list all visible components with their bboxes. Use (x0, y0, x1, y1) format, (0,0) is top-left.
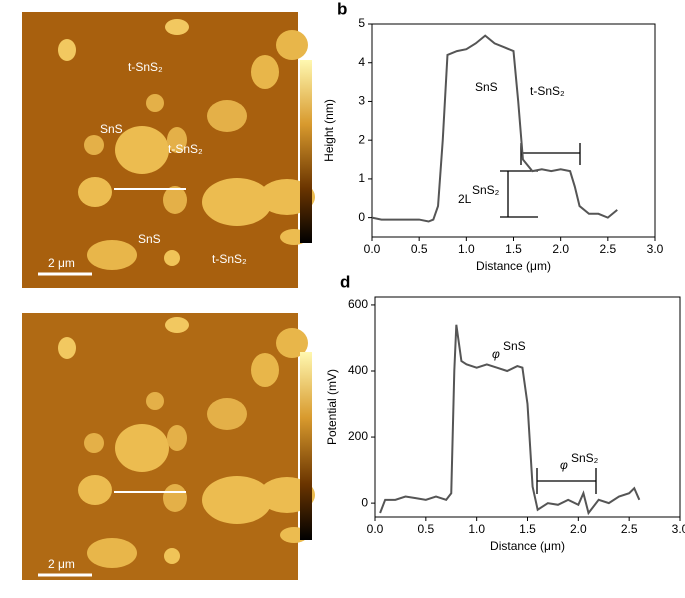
x-tick-label: 0.0 (367, 522, 384, 536)
y-tick-label: 600 (348, 297, 368, 311)
x-tick-label: 0.5 (417, 522, 434, 536)
x-tick-label: 3.0 (672, 522, 685, 536)
y-tick-label: 0 (361, 495, 368, 509)
y-tick-label: 2 (358, 132, 365, 146)
y-tick-label: 200 (348, 429, 368, 443)
x-tick-label: 1.5 (505, 242, 522, 256)
annotation: SnS (475, 80, 498, 94)
chart-arrows (500, 143, 597, 494)
x-tick-label: 0.0 (364, 242, 381, 256)
x-tick-label: 2.0 (570, 522, 587, 536)
x-tick-label: 1.5 (519, 522, 536, 536)
image-label: SnS (138, 232, 161, 246)
afm-image-a: t-SnS₂ SnS t-SnS₂ SnS t-SnS₂ 2 μm a (4, 2, 315, 288)
y-tick-label: 400 (348, 363, 368, 377)
panel-letter: d (340, 272, 350, 291)
annotation: 2L (458, 192, 472, 206)
y-axis-label: Height (nm) (322, 99, 336, 162)
y-tick-label: 1 (358, 171, 365, 185)
profile-line (371, 34, 618, 223)
profile-line (379, 324, 641, 516)
x-tick-label: 1.0 (468, 522, 485, 536)
x-tick-label: 2.5 (599, 242, 616, 256)
annotation: SnS₂ (571, 451, 599, 465)
y-tick-label: 4 (358, 55, 365, 69)
scale-bar-label: 2 μm (48, 557, 75, 571)
y-tick-label: 5 (358, 16, 365, 30)
y-axis-label: Potential (mV) (325, 369, 339, 445)
annotation: φ (492, 347, 500, 361)
x-tick-label: 2.0 (552, 242, 569, 256)
x-tick-label: 0.5 (411, 242, 428, 256)
image-label: t-SnS₂ (212, 252, 247, 266)
scale-bar-label: 2 μm (48, 256, 75, 270)
image-label: SnS (100, 122, 123, 136)
x-tick-label: 1.0 (458, 242, 475, 256)
afm-image-c: 2 μm c (4, 304, 315, 580)
y-tick-label: 0 (358, 210, 365, 224)
x-axis-label: Distance (μm) (490, 539, 565, 553)
annotation: t-SnS₂ (530, 84, 565, 98)
x-axis-label: Distance (μm) (476, 259, 551, 273)
x-tick-label: 2.5 (621, 522, 638, 536)
panel-letter: b (337, 0, 347, 18)
x-tick-label: 3.0 (647, 242, 664, 256)
panel-letter: a (4, 2, 11, 16)
annotation: SnS₂ (472, 183, 500, 197)
annotation: φ (560, 458, 568, 472)
image-label: t-SnS₂ (168, 142, 203, 156)
panel-letter: c (4, 304, 11, 318)
annotation: SnS (503, 339, 526, 353)
y-tick-label: 3 (358, 94, 365, 108)
image-label: t-SnS₂ (128, 60, 163, 74)
